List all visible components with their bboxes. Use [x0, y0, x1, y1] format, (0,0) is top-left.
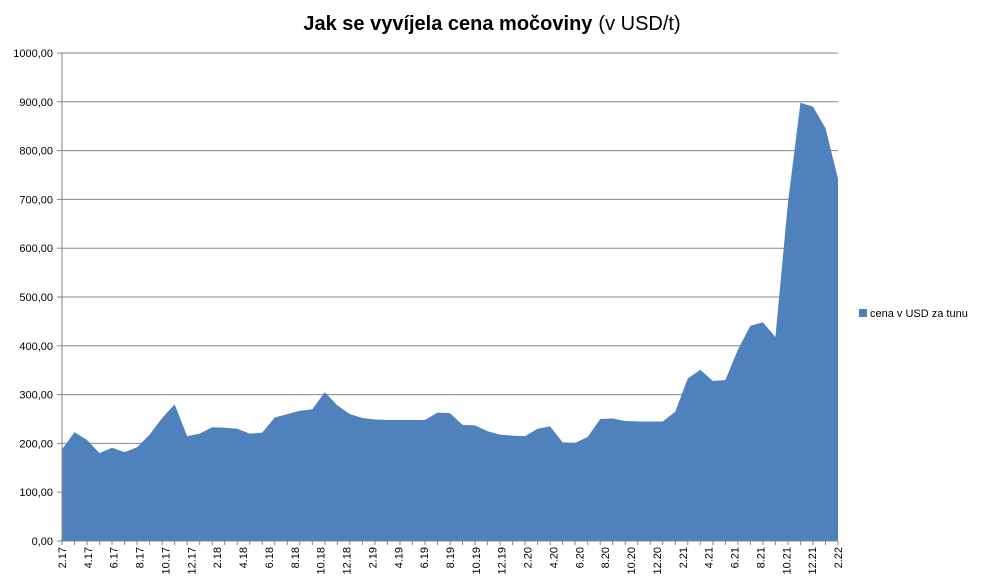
chart-title-unit: (v USD/t): [598, 13, 680, 35]
x-tick-label: 10.18: [316, 547, 328, 575]
x-tick-label: 4.18: [238, 547, 250, 568]
x-tick-label: 4.21: [704, 547, 716, 568]
plot-area: [62, 102, 838, 541]
x-tick-label: 2.20: [523, 547, 535, 568]
y-tick-labels: 0,00 100,00 200,00 300,00 400,00 500,00 600,00…: [13, 48, 53, 548]
x-tick-label: 12.18: [342, 547, 354, 575]
x-tick-label: 8.19: [445, 547, 457, 568]
x-tick-label: 12.17: [186, 547, 198, 575]
y-tick-label: 200,00: [19, 438, 53, 450]
x-tick-label: 8.18: [290, 547, 302, 568]
x-tick-labels: 2.17 4.17 6.17 8.17 10.17 12.17 2.18 4.18 6.18 8.…: [57, 547, 845, 575]
x-tick-label: 8.17: [135, 547, 147, 568]
x-tick-label: 10.21: [781, 547, 793, 575]
y-tick-label: 400,00: [19, 341, 53, 353]
area-series: [62, 102, 838, 541]
y-tick-label: 500,00: [19, 292, 53, 304]
legend: cena v USD za tunu: [859, 308, 968, 320]
x-tick-label: 2.19: [367, 547, 379, 568]
x-tick-label: 8.20: [600, 547, 612, 568]
x-tick-label: 6.18: [264, 547, 276, 568]
x-tick-label: 12.20: [652, 547, 664, 575]
y-tick-label: 100,00: [19, 487, 53, 499]
x-tick-label: 10.20: [626, 547, 638, 575]
x-tick-label: 10.17: [160, 547, 172, 575]
x-tick-label: 6.19: [419, 547, 431, 568]
x-tick-label: 2.18: [212, 547, 224, 568]
x-tick-label: 12.19: [497, 547, 509, 575]
x-tick-label: 12.21: [807, 547, 819, 575]
x-tick-label: 2.21: [678, 547, 690, 568]
x-tick-label: 6.17: [109, 547, 121, 568]
x-tick-label: 10.19: [471, 547, 483, 575]
y-tick-label: 900,00: [19, 97, 53, 109]
legend-label: cena v USD za tunu: [870, 308, 968, 320]
x-tick-label: 4.20: [548, 547, 560, 568]
chart-title-bold: Jak se vyvíjela cena močoviny: [303, 13, 593, 35]
axes: [57, 52, 839, 545]
x-tick-label: 6.21: [730, 547, 742, 568]
y-tick-label: 600,00: [19, 243, 53, 255]
y-tick-label: 800,00: [19, 146, 53, 158]
chart-title: Jak se vyvíjela cena močoviny (v USD/t): [303, 13, 680, 35]
y-tick-label: 300,00: [19, 390, 53, 402]
x-tick-label: 4.19: [393, 547, 405, 568]
legend-swatch: [859, 309, 867, 317]
x-tick-label: 2.17: [57, 547, 69, 568]
x-tick-label: 8.21: [755, 547, 767, 568]
x-tick-label: 6.20: [574, 547, 586, 568]
y-tick-label: 0,00: [32, 536, 53, 548]
y-tick-label: 1000,00: [13, 48, 53, 60]
y-tick-label: 700,00: [19, 194, 53, 206]
x-tick-label: 4.17: [83, 547, 95, 568]
x-tick-label: 2.22: [833, 547, 845, 568]
